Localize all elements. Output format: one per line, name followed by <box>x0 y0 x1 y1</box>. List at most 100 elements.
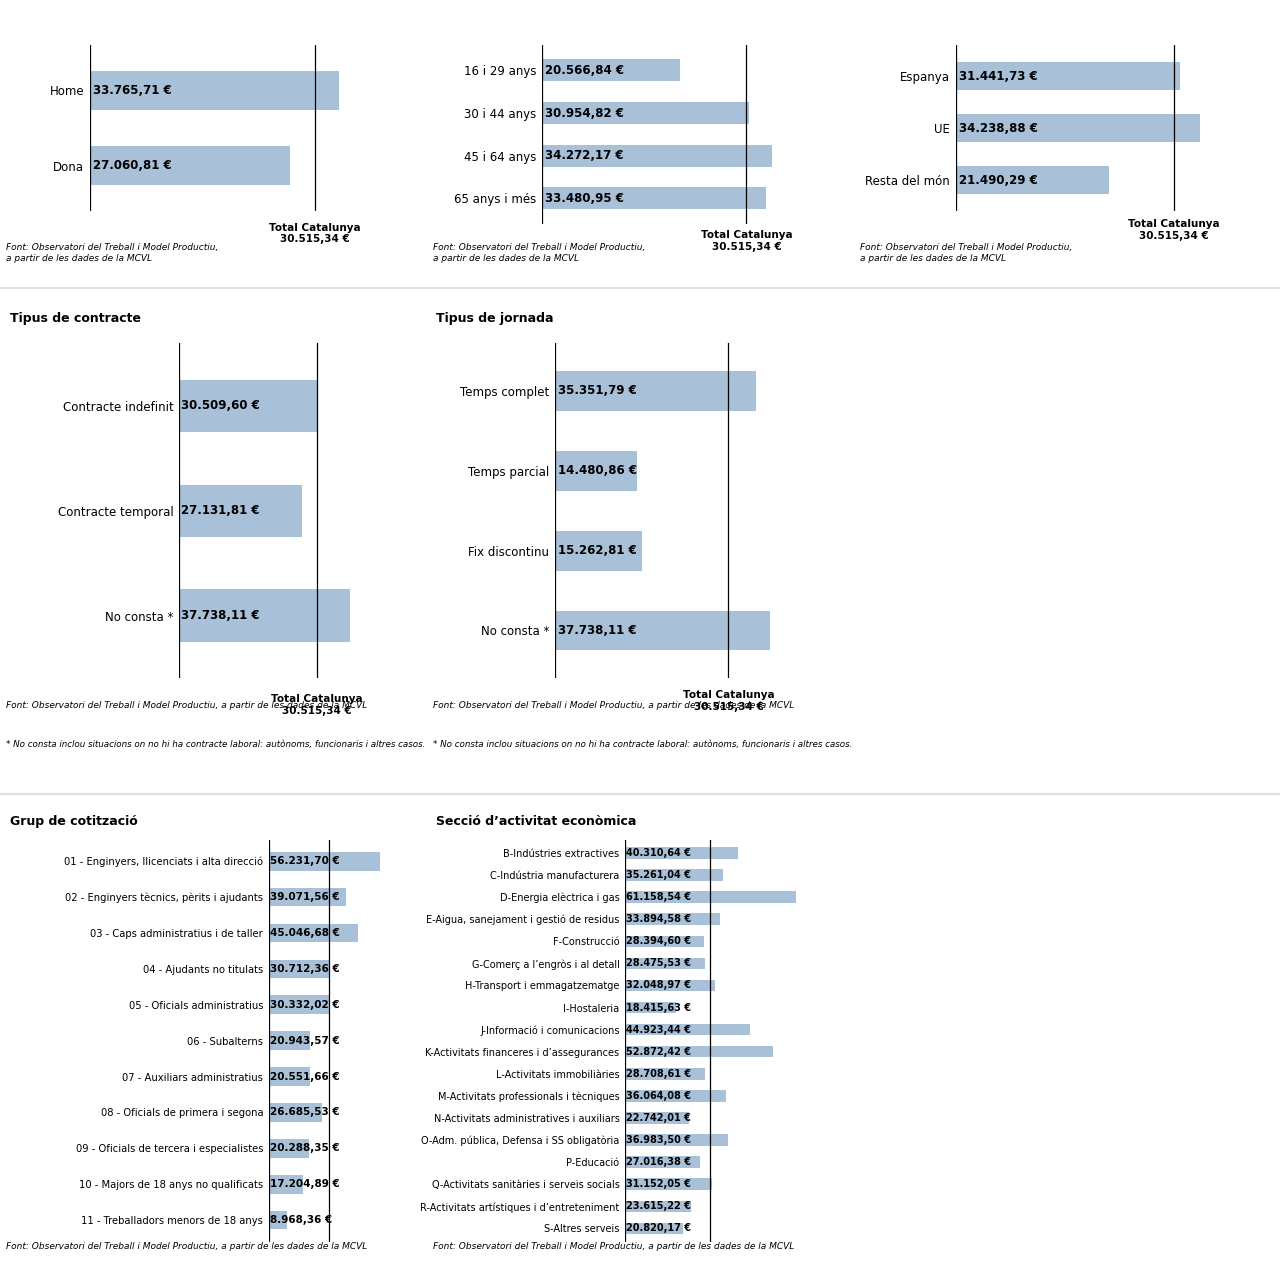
Text: Total Catalunya
30.515,34 €: Total Catalunya 30.515,34 € <box>269 223 361 244</box>
Bar <box>541 145 772 166</box>
Bar <box>269 1103 321 1121</box>
Text: 35.261,04 €: 35.261,04 € <box>626 870 691 881</box>
Bar <box>90 146 289 186</box>
Text: 31.441,73 €: 31.441,73 € <box>959 69 1038 82</box>
Bar <box>554 531 641 571</box>
Bar <box>179 380 317 433</box>
Text: Font: Observatori del Treball i Model Productiu, a partir de les dades de la MCV: Font: Observatori del Treball i Model Pr… <box>6 701 367 710</box>
Text: 30.954,82 €: 30.954,82 € <box>545 106 625 119</box>
Bar <box>625 1046 773 1057</box>
Bar <box>554 371 756 411</box>
Text: 27.131,81 €: 27.131,81 € <box>182 504 260 517</box>
Text: 37.738,11 €: 37.738,11 € <box>182 609 260 622</box>
Text: Font: Observatori del Treball i Model Productiu,
a partir de les dades de la MCV: Font: Observatori del Treball i Model Pr… <box>860 243 1073 262</box>
Bar <box>269 1068 310 1085</box>
Bar <box>625 1179 712 1190</box>
Bar <box>269 1211 287 1229</box>
Text: 40.310,64 €: 40.310,64 € <box>626 847 691 858</box>
Text: 37.738,11 €: 37.738,11 € <box>558 623 636 637</box>
Text: Total Catalunya
30.515,34 €: Total Catalunya 30.515,34 € <box>271 694 364 716</box>
Text: 36.983,50 €: 36.983,50 € <box>626 1135 691 1146</box>
Text: 34.238,88 €: 34.238,88 € <box>959 122 1038 134</box>
Text: 56.231,70 €: 56.231,70 € <box>270 856 339 867</box>
Text: 30.332,02 €: 30.332,02 € <box>270 1000 339 1010</box>
Bar <box>625 936 704 947</box>
Text: Font: Observatori del Treball i Model Productiu, a partir de les dades de la MCV: Font: Observatori del Treball i Model Pr… <box>433 1242 795 1251</box>
Text: 30.509,60 €: 30.509,60 € <box>182 399 260 412</box>
Text: Total Catalunya
30.515,34 €: Total Catalunya 30.515,34 € <box>1128 219 1220 241</box>
Text: 27.060,81 €: 27.060,81 € <box>93 159 172 173</box>
Text: Font: Observatori del Treball i Model Productiu,
a partir de les dades de la MCV: Font: Observatori del Treball i Model Pr… <box>6 243 219 262</box>
Bar <box>554 611 769 650</box>
Text: Font: Observatori del Treball i Model Productiu, a partir de les dades de la MCV: Font: Observatori del Treball i Model Pr… <box>6 1242 367 1251</box>
Text: 18.415,63 €: 18.415,63 € <box>626 1002 691 1012</box>
Bar <box>625 869 723 881</box>
Text: 8.968,36 €: 8.968,36 € <box>270 1215 332 1225</box>
Text: 33.765,71 €: 33.765,71 € <box>93 83 172 97</box>
Text: 52.872,42 €: 52.872,42 € <box>626 1047 691 1057</box>
Bar <box>625 914 719 925</box>
Text: Tipus de contracte: Tipus de contracte <box>10 312 141 325</box>
Text: Total Catalunya
30.515,34 €: Total Catalunya 30.515,34 € <box>682 690 774 712</box>
Text: 34.272,17 €: 34.272,17 € <box>545 150 623 163</box>
Text: 20.566,84 €: 20.566,84 € <box>545 64 625 77</box>
Bar <box>625 847 737 859</box>
Bar <box>269 852 380 870</box>
Text: 22.742,01 €: 22.742,01 € <box>626 1112 691 1123</box>
Text: 28.708,61 €: 28.708,61 € <box>626 1069 691 1079</box>
Text: 28.394,60 €: 28.394,60 € <box>626 936 691 946</box>
Text: Font: Observatori del Treball i Model Productiu, a partir de les dades de la MCV: Font: Observatori del Treball i Model Pr… <box>433 701 795 710</box>
Text: * No consta inclou situacions on no hi ha contracte laboral: autònoms, funcionar: * No consta inclou situacions on no hi h… <box>6 740 426 749</box>
Bar <box>625 1156 700 1167</box>
Bar <box>625 1024 750 1036</box>
Text: 35.351,79 €: 35.351,79 € <box>558 384 636 398</box>
Bar <box>179 589 349 641</box>
Bar <box>269 1032 310 1050</box>
Text: 30.712,36 €: 30.712,36 € <box>270 964 339 974</box>
Text: Secció d’activitat econòmica: Secció d’activitat econòmica <box>436 815 636 828</box>
Bar <box>956 63 1180 90</box>
Text: 28.475,53 €: 28.475,53 € <box>626 959 691 969</box>
Bar <box>269 1175 303 1193</box>
Bar <box>269 924 358 942</box>
Bar <box>269 1139 308 1157</box>
Bar <box>269 960 330 978</box>
Bar <box>179 485 302 536</box>
Text: Grup de cotització: Grup de cotització <box>10 815 137 828</box>
Text: 20.943,57 €: 20.943,57 € <box>270 1036 339 1046</box>
Bar <box>554 451 637 490</box>
Bar <box>625 1222 684 1234</box>
Text: 27.016,38 €: 27.016,38 € <box>626 1157 691 1167</box>
Bar <box>625 1068 705 1079</box>
Text: 33.480,95 €: 33.480,95 € <box>545 192 625 205</box>
Bar <box>625 1112 689 1124</box>
Bar <box>541 59 680 82</box>
Bar <box>541 187 767 210</box>
Text: 44.923,44 €: 44.923,44 € <box>626 1024 691 1034</box>
Text: Font: Observatori del Treball i Model Productiu,
a partir de les dades de la MCV: Font: Observatori del Treball i Model Pr… <box>433 243 645 262</box>
Bar <box>269 996 329 1014</box>
Text: 45.046,68 €: 45.046,68 € <box>270 928 339 938</box>
Text: 20.288,35 €: 20.288,35 € <box>270 1143 339 1153</box>
Bar <box>625 1002 676 1014</box>
Bar <box>90 70 339 110</box>
Text: Total Catalunya
30.515,34 €: Total Catalunya 30.515,34 € <box>700 230 792 252</box>
Text: 20.820,17 €: 20.820,17 € <box>626 1224 691 1234</box>
Bar <box>956 114 1201 142</box>
Bar <box>269 888 347 906</box>
Bar <box>625 979 714 991</box>
Text: 15.262,81 €: 15.262,81 € <box>558 544 636 557</box>
Text: 23.615,22 €: 23.615,22 € <box>626 1201 691 1211</box>
Text: Tipus de jornada: Tipus de jornada <box>436 312 554 325</box>
Text: 33.894,58 €: 33.894,58 € <box>626 914 691 924</box>
Bar <box>625 1091 726 1102</box>
Text: 17.204,89 €: 17.204,89 € <box>270 1179 339 1189</box>
Bar <box>541 102 749 124</box>
Text: 32.048,97 €: 32.048,97 € <box>626 980 691 991</box>
Bar <box>625 1201 691 1212</box>
Text: 31.152,05 €: 31.152,05 € <box>626 1179 691 1189</box>
Text: 61.158,54 €: 61.158,54 € <box>626 892 691 902</box>
Bar <box>625 957 704 969</box>
Bar <box>956 166 1110 193</box>
Text: 21.490,29 €: 21.490,29 € <box>959 174 1038 187</box>
